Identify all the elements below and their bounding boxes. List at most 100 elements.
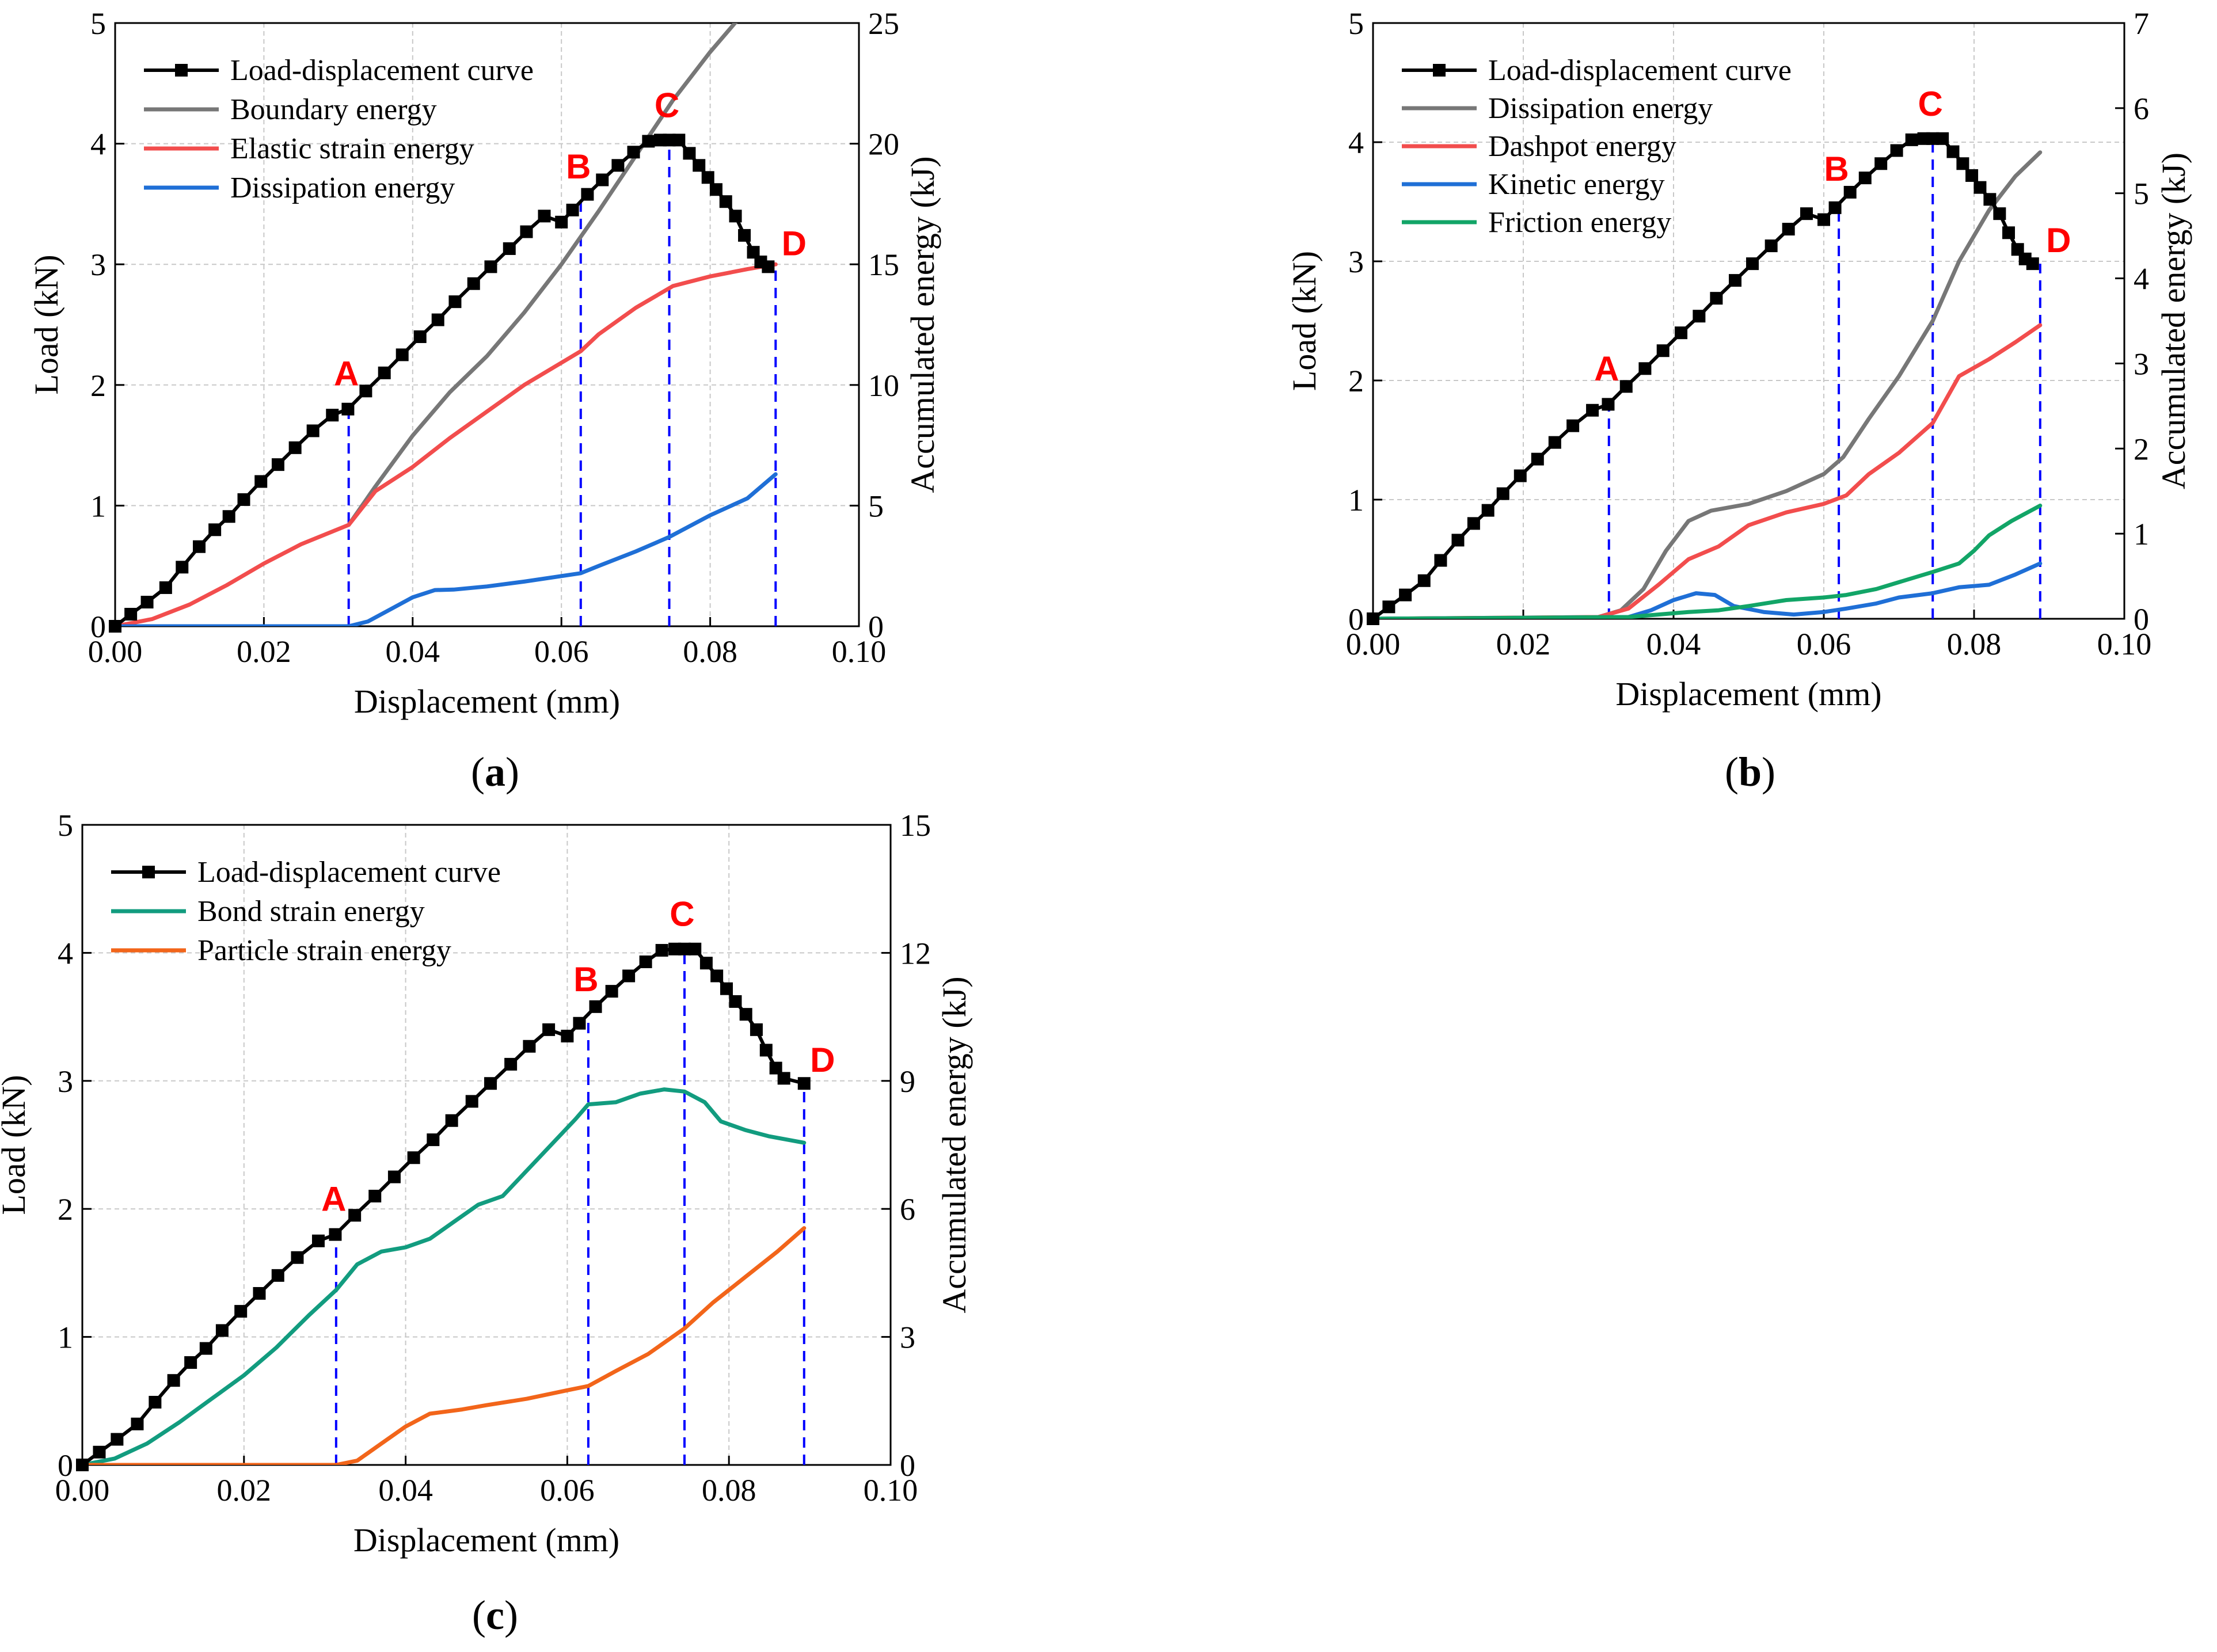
x-tick-label: 0.10	[2097, 627, 2152, 661]
load-point-marker	[484, 1077, 497, 1090]
load-point-marker	[306, 424, 320, 437]
load-point-marker	[683, 147, 696, 160]
load-point-marker	[1817, 213, 1830, 226]
y-tick-label: 3	[1348, 245, 1364, 279]
load-point-marker	[111, 1433, 124, 1446]
load-point-marker	[467, 277, 480, 290]
legend: Load-displacement curve Bond strain energ…	[111, 856, 501, 967]
load-point-marker	[1638, 362, 1652, 375]
load-point-marker	[693, 159, 706, 172]
load-point-marker	[672, 134, 686, 147]
load-point-marker	[709, 183, 722, 196]
legend: Load-displacement curve Boundary energy El…	[144, 54, 534, 204]
load-point-marker	[445, 1114, 458, 1127]
load-point-marker	[739, 1008, 752, 1021]
chart-panel-1: 0.00 0.02 0.04 0.06 0.08 0.100123450510152025…	[28, 6, 941, 795]
y2-tick-label: 7	[2134, 6, 2149, 41]
load-point-marker	[1993, 207, 2006, 220]
load-point-marker	[1399, 588, 1412, 602]
series-line-elastic-strain-energy	[115, 262, 778, 626]
load-point-marker	[622, 969, 636, 983]
load-point-marker	[738, 229, 751, 242]
load-point-marker	[378, 366, 391, 379]
load-point-marker	[1983, 193, 1997, 206]
x-tick-label: 0.00	[1346, 627, 1401, 661]
y-tick-label: 2	[90, 368, 106, 403]
y2-tick-label: 20	[868, 127, 899, 162]
legend-label: Friction energy	[1488, 206, 1671, 239]
load-point-marker	[192, 540, 206, 553]
y-tick-label: 1	[58, 1320, 73, 1355]
load-point-marker	[215, 1324, 229, 1337]
y-tick-label: 1	[90, 489, 106, 523]
load-point-marker	[589, 1000, 602, 1013]
legend-label: Load-displacement curve	[197, 856, 501, 889]
load-point-marker	[1417, 574, 1431, 587]
chart-panel-3: 0.00 0.02 0.04 0.06 0.08 0.1001234503691215Di…	[0, 808, 973, 1638]
gridlines	[115, 22, 860, 627]
load-point-marker	[359, 385, 372, 398]
load-point-marker	[288, 441, 302, 454]
load-point-marker	[341, 402, 355, 416]
load-point-marker	[1481, 504, 1495, 517]
load-point-marker	[407, 1151, 420, 1164]
y-axis-title: Load (kN)	[28, 254, 65, 394]
legend-marker	[1433, 64, 1446, 77]
y2-tick-label: 1	[2134, 517, 2149, 551]
y-tick-label: 4	[1348, 125, 1364, 160]
y-tick-label: 0	[90, 610, 106, 644]
load-point-marker	[729, 995, 742, 1008]
y2-axis-title: Accumulated energy (kJ)	[936, 976, 973, 1313]
load-point-marker	[1367, 612, 1379, 625]
y-tick-label: 4	[58, 936, 73, 970]
load-point-marker	[710, 969, 724, 983]
legend-label: Bond strain energy	[197, 895, 425, 928]
x-tick-label: 0.06	[534, 634, 589, 669]
y2-axis-title: Accumulated energy (kJ)	[2155, 153, 2192, 489]
load-point-marker	[1675, 326, 1688, 340]
legend-label: Load-displacement curve	[1488, 54, 1792, 87]
load-point-marker	[131, 1417, 144, 1430]
y-axis-title: Load (kN)	[0, 1075, 32, 1215]
load-point-marker	[642, 135, 655, 148]
load-point-marker	[2002, 226, 2016, 239]
load-point-marker	[234, 1305, 248, 1318]
load-point-marker	[1656, 344, 1670, 357]
load-point-marker	[159, 581, 172, 594]
x-tick-label: 0.00	[88, 634, 143, 669]
series-line-kinetic-energy	[1373, 561, 2043, 619]
load-point-marker	[581, 188, 594, 201]
load-point-marker	[124, 608, 138, 621]
point-label-b: B	[566, 147, 591, 186]
panel-caption: (b)	[1725, 749, 1775, 795]
load-point-marker	[465, 1095, 478, 1108]
x-tick-label: 0.08	[683, 634, 737, 669]
load-point-marker	[678, 942, 691, 956]
load-point-marker	[326, 409, 339, 422]
y2-tick-label: 10	[868, 368, 899, 403]
load-point-marker	[76, 1459, 89, 1471]
load-point-marker	[1434, 554, 1447, 567]
legend-marker	[142, 866, 155, 878]
y2-tick-label: 15	[900, 808, 931, 843]
load-point-marker	[759, 1044, 773, 1057]
load-point-marker	[719, 195, 732, 208]
load-point-marker	[253, 1286, 266, 1300]
load-point-marker	[1946, 145, 1960, 158]
series-line-particle-strain-energy	[82, 1226, 807, 1465]
x-tick-label: 0.10	[864, 1473, 918, 1508]
load-point-marker	[237, 493, 250, 506]
y2-tick-label: 6	[900, 1192, 915, 1227]
legend-label: Kinetic energy	[1488, 168, 1665, 201]
load-point-marker	[348, 1209, 362, 1222]
legend-label: Elastic strain energy	[230, 132, 474, 165]
load-point-marker	[538, 210, 551, 223]
y-tick-label: 2	[58, 1192, 73, 1227]
plot-frame	[81, 824, 892, 1466]
load-point-marker	[1858, 172, 1872, 185]
load-point-marker	[523, 1040, 536, 1053]
load-point-marker	[573, 1017, 586, 1030]
load-point-marker	[167, 1374, 180, 1387]
load-point-marker	[699, 957, 713, 970]
load-point-marker	[1382, 600, 1395, 614]
